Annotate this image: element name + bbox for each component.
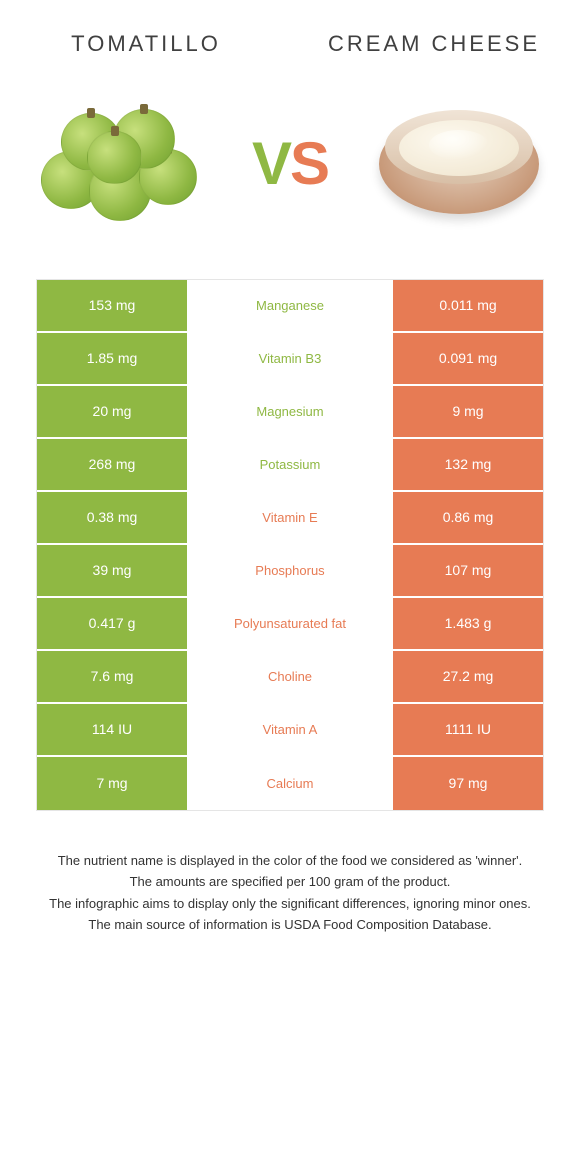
value-right: 1111 IU [393, 704, 543, 755]
table-row: 7.6 mgCholine27.2 mg [37, 651, 543, 704]
cream-cheese-icon [379, 104, 539, 224]
nutrient-label: Magnesium [187, 386, 393, 437]
food-right-title: Cream cheese [324, 30, 544, 59]
footer-notes: The nutrient name is displayed in the co… [36, 851, 544, 935]
value-left: 1.85 mg [37, 333, 187, 384]
food-left-image [36, 89, 206, 239]
footer-line: The infographic aims to display only the… [42, 894, 538, 914]
value-left: 7 mg [37, 757, 187, 810]
table-row: 0.38 mgVitamin E0.86 mg [37, 492, 543, 545]
value-left: 153 mg [37, 280, 187, 331]
footer-line: The nutrient name is displayed in the co… [42, 851, 538, 871]
infographic-container: Tomatillo Cream cheese VS 153 mgMangan [0, 0, 580, 957]
value-right: 0.011 mg [393, 280, 543, 331]
value-left: 20 mg [37, 386, 187, 437]
vs-row: VS [36, 89, 544, 239]
header: Tomatillo Cream cheese [36, 30, 544, 59]
vs-v: V [252, 129, 290, 198]
nutrient-label: Vitamin E [187, 492, 393, 543]
nutrient-label: Vitamin A [187, 704, 393, 755]
tomatillo-icon [41, 99, 201, 229]
value-right: 132 mg [393, 439, 543, 490]
table-row: 7 mgCalcium97 mg [37, 757, 543, 810]
nutrient-label: Calcium [187, 757, 393, 810]
nutrient-label: Potassium [187, 439, 393, 490]
value-left: 0.417 g [37, 598, 187, 649]
nutrient-label: Vitamin B3 [187, 333, 393, 384]
value-right: 97 mg [393, 757, 543, 810]
footer-line: The main source of information is USDA F… [42, 915, 538, 935]
value-left: 268 mg [37, 439, 187, 490]
value-left: 114 IU [37, 704, 187, 755]
footer-line: The amounts are specified per 100 gram o… [42, 872, 538, 892]
table-row: 268 mgPotassium132 mg [37, 439, 543, 492]
value-right: 107 mg [393, 545, 543, 596]
value-right: 27.2 mg [393, 651, 543, 702]
nutrient-label: Manganese [187, 280, 393, 331]
nutrient-label: Polyunsaturated fat [187, 598, 393, 649]
table-row: 20 mgMagnesium9 mg [37, 386, 543, 439]
table-row: 0.417 gPolyunsaturated fat1.483 g [37, 598, 543, 651]
vs-s: S [290, 129, 328, 198]
food-right-image [374, 89, 544, 239]
value-left: 7.6 mg [37, 651, 187, 702]
nutrient-label: Phosphorus [187, 545, 393, 596]
value-right: 0.091 mg [393, 333, 543, 384]
table-row: 114 IUVitamin A1111 IU [37, 704, 543, 757]
nutrient-table: 153 mgManganese0.011 mg1.85 mgVitamin B3… [36, 279, 544, 811]
table-row: 1.85 mgVitamin B30.091 mg [37, 333, 543, 386]
value-right: 9 mg [393, 386, 543, 437]
food-left-title: Tomatillo [36, 30, 256, 59]
value-right: 0.86 mg [393, 492, 543, 543]
value-left: 0.38 mg [37, 492, 187, 543]
value-left: 39 mg [37, 545, 187, 596]
nutrient-label: Choline [187, 651, 393, 702]
value-right: 1.483 g [393, 598, 543, 649]
table-row: 153 mgManganese0.011 mg [37, 280, 543, 333]
table-row: 39 mgPhosphorus107 mg [37, 545, 543, 598]
vs-label: VS [252, 129, 328, 198]
